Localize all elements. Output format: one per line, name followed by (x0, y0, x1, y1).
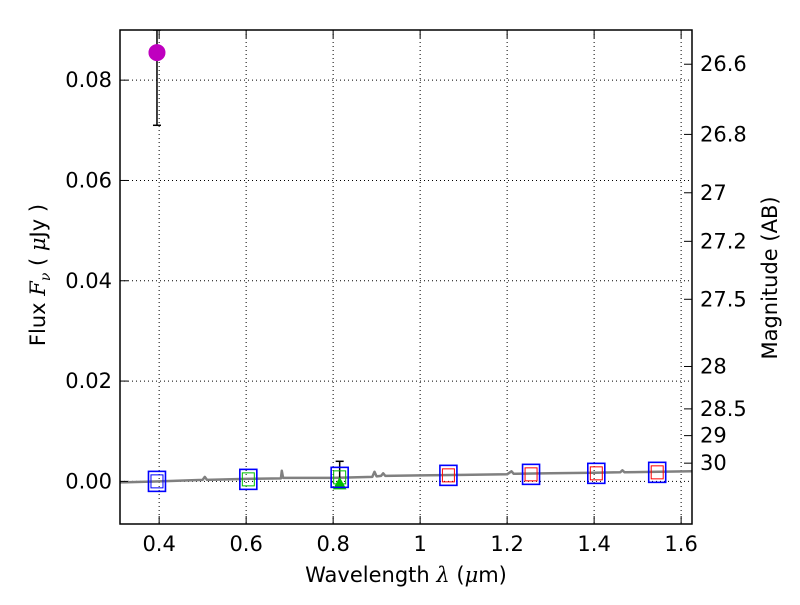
tick-layer: 0.4 0.6 0.8 1 1.2 1.4 1.6 0.00 0.02 0.04 0.06 0.08 2… (65, 30, 747, 556)
x-tick-label: 0.6 (229, 532, 262, 556)
x-tick-label: 1.6 (664, 532, 697, 556)
data-point-square (439, 464, 458, 487)
data-point-square (330, 466, 349, 489)
model-photometry-square (150, 474, 164, 489)
y-tick-label: 0.06 (65, 168, 112, 192)
data-point-square (147, 470, 167, 493)
data-point-square (239, 468, 258, 491)
mag-tick-label: 27.2 (700, 229, 747, 253)
data-point-circle (148, 44, 166, 62)
y-tick-label: 0.04 (65, 269, 112, 293)
right-y-axis-label: Magnitude (AB) (758, 196, 782, 359)
y-axis-label: Flux Fν ( μJy ) (26, 204, 54, 346)
y-tick-label: 0.00 (65, 469, 112, 493)
plot-frame (119, 29, 693, 525)
model-photometry-square (589, 466, 603, 481)
data-point-square (587, 462, 606, 485)
mag-tick-label: 28.5 (700, 397, 747, 421)
data-point-square (647, 461, 667, 484)
mag-tick-label: 30 (700, 451, 727, 475)
model-photometry-square (441, 468, 455, 483)
mag-tick-label: 27 (700, 181, 727, 205)
mag-tick-label: 29 (700, 424, 727, 448)
x-tick-label: 1.2 (490, 532, 523, 556)
data-point-square (521, 463, 541, 486)
model-photometry-square (524, 467, 538, 482)
mag-tick-label: 26.8 (700, 122, 747, 146)
mag-tick-label: 27.5 (700, 287, 747, 311)
x-tick-label: 1.4 (577, 532, 610, 556)
grid-layer (120, 30, 692, 524)
x-tick-label: 1 (413, 532, 426, 556)
x-tick-label: 0.4 (142, 532, 175, 556)
mag-tick-label: 28 (700, 354, 727, 378)
sed-model-line (120, 469, 692, 484)
mag-tick-label: 26.6 (700, 52, 747, 76)
x-tick-label: 0.8 (316, 532, 349, 556)
model-photometry-square (333, 470, 347, 485)
data-layer (120, 30, 692, 493)
model-photometry-square (241, 472, 255, 487)
x-axis-label: Wavelength λ (μm) (305, 563, 507, 587)
model-photometry-square (650, 465, 664, 480)
y-tick-label: 0.08 (65, 68, 112, 92)
y-tick-label: 0.02 (65, 369, 112, 393)
